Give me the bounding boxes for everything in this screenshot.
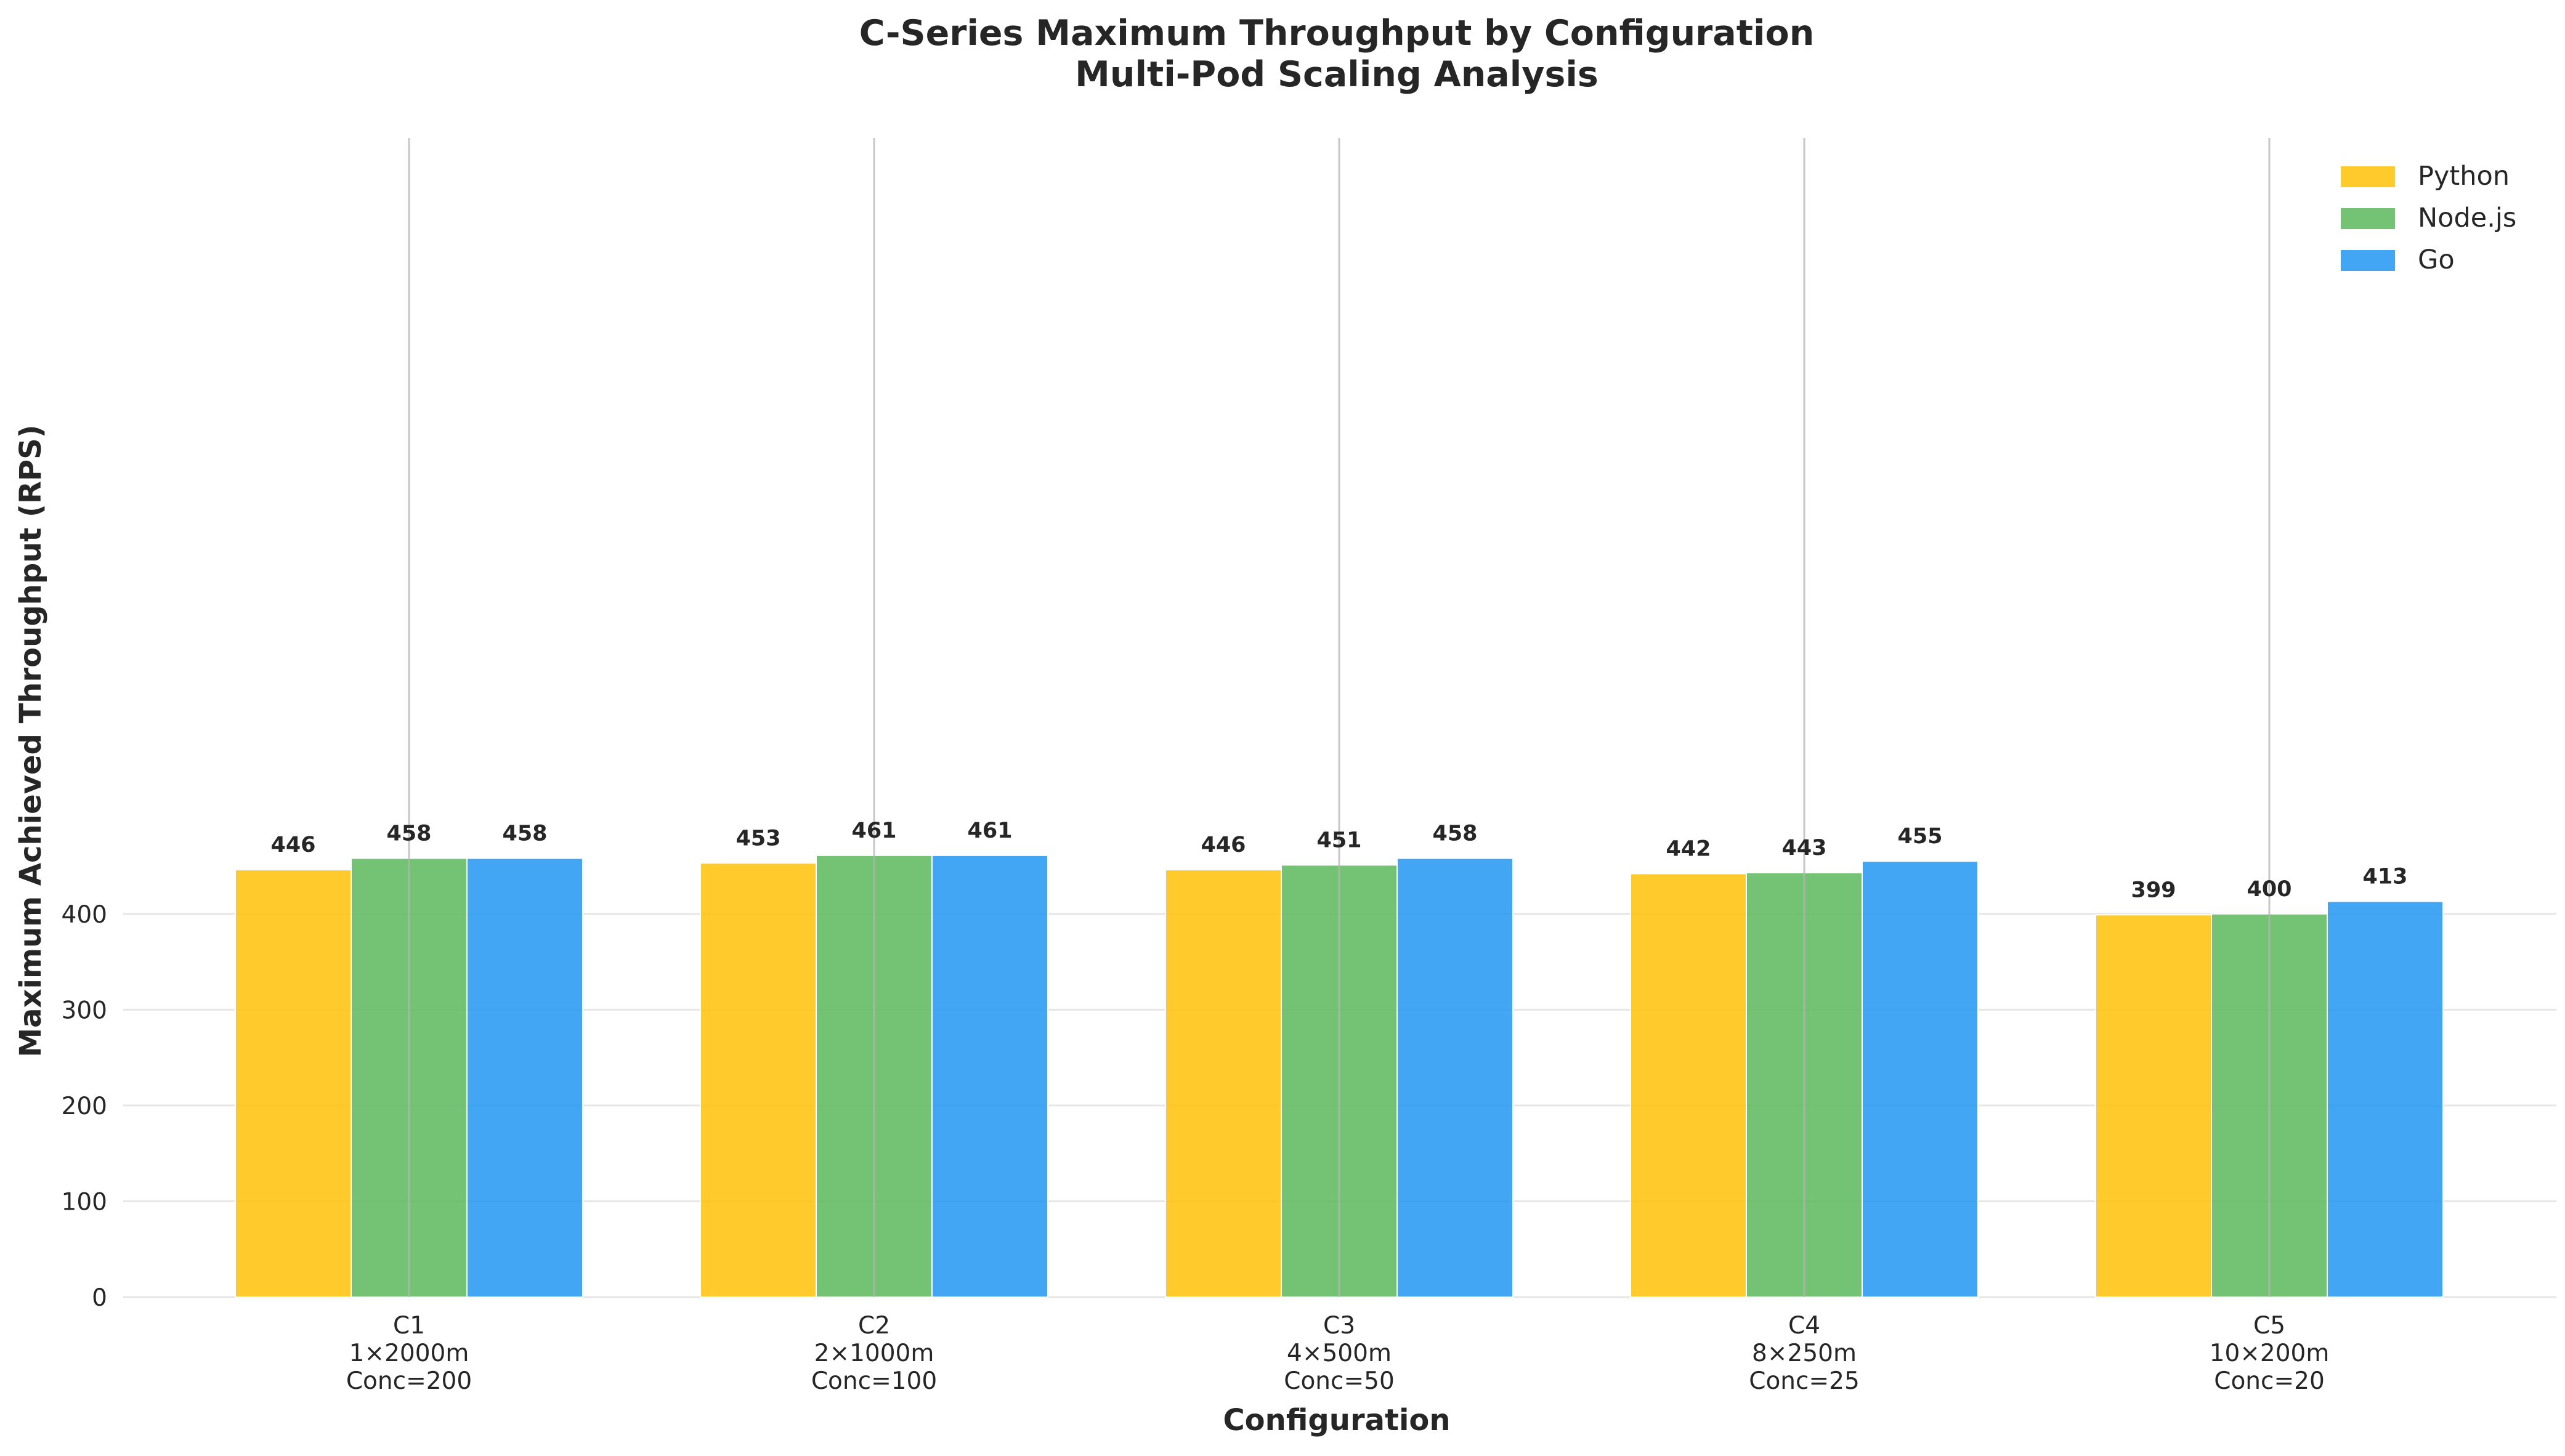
x-tick-label: Conc=25	[1749, 1367, 1860, 1395]
data-label: 442	[1666, 836, 1711, 861]
bar-python-0	[235, 869, 352, 1298]
x-tick-label: C2	[858, 1312, 890, 1340]
x-tick-label: 4×500m	[1287, 1340, 1392, 1367]
legend-swatch	[2341, 250, 2395, 271]
x-tick-label: C1	[393, 1312, 425, 1340]
data-label: 400	[2247, 877, 2291, 902]
data-label: 451	[1316, 828, 1361, 852]
x-tick-label: C4	[1788, 1312, 1820, 1340]
bar-python-3	[1630, 873, 1747, 1298]
data-label: 399	[2131, 878, 2176, 902]
bar-go-4	[2327, 900, 2444, 1298]
bar-go-0	[466, 857, 583, 1298]
data-label: 455	[1897, 824, 1942, 849]
legend: Python Node.js Go	[2341, 161, 2516, 275]
data-label: 453	[735, 826, 780, 851]
data-label: 461	[967, 819, 1012, 843]
bar-go-3	[1862, 860, 1979, 1298]
y-tick-layer: 0 100 200 300 400	[62, 901, 107, 1312]
data-label: 461	[851, 819, 896, 843]
x-tick-label: Conc=50	[1284, 1367, 1395, 1395]
x-axis-title: Configuration	[1223, 1403, 1450, 1438]
legend-label: Node.js	[2418, 203, 2516, 233]
legend-label: Python	[2418, 161, 2510, 192]
legend-swatch	[2341, 208, 2395, 229]
chart-subtitle: Multi-Pod Scaling Analysis	[1075, 54, 1599, 95]
x-tick-label: C5	[2253, 1312, 2285, 1340]
x-tick-label: 8×250m	[1752, 1340, 1857, 1367]
x-tick-label: C3	[1323, 1312, 1355, 1340]
data-label: 458	[502, 822, 547, 846]
vertical-grid-layer	[408, 138, 2271, 1297]
y-axis-title: Maximum Achieved Throughput (RPS)	[14, 424, 48, 1057]
data-label: 458	[1432, 822, 1477, 846]
bar-python-1	[700, 862, 817, 1298]
legend-label: Go	[2418, 245, 2455, 275]
data-label: 443	[1781, 836, 1826, 860]
y-tick-label: 100	[62, 1188, 107, 1216]
y-tick-label: 300	[62, 997, 107, 1024]
legend-swatch	[2341, 166, 2395, 187]
x-tick-label: 2×1000m	[814, 1340, 934, 1367]
bar-go-2	[1396, 857, 1513, 1298]
y-tick-label: 400	[62, 901, 107, 929]
bar-python-2	[1165, 869, 1282, 1298]
bar-python-4	[2095, 914, 2212, 1298]
x-tick-label: 1×2000m	[349, 1340, 469, 1367]
y-tick-label: 200	[62, 1093, 107, 1120]
x-tick-label: 10×200m	[2210, 1340, 2330, 1367]
x-tick-label: Conc=200	[346, 1367, 472, 1395]
data-label: 446	[1201, 833, 1246, 857]
data-label-layer: 446 458 458 453 461 461 446 451 458 442 443 455 399 4…	[270, 819, 2407, 902]
y-tick-label: 0	[92, 1284, 107, 1312]
chart-title: C-Series Maximum Throughput by Configura…	[859, 13, 1815, 54]
bar-go-1	[931, 854, 1048, 1298]
x-tick-label: Conc=20	[2214, 1367, 2325, 1395]
x-tick-label: Conc=100	[811, 1367, 937, 1395]
data-label: 413	[2362, 865, 2407, 889]
data-label: 458	[386, 822, 431, 846]
data-label: 446	[270, 833, 315, 857]
